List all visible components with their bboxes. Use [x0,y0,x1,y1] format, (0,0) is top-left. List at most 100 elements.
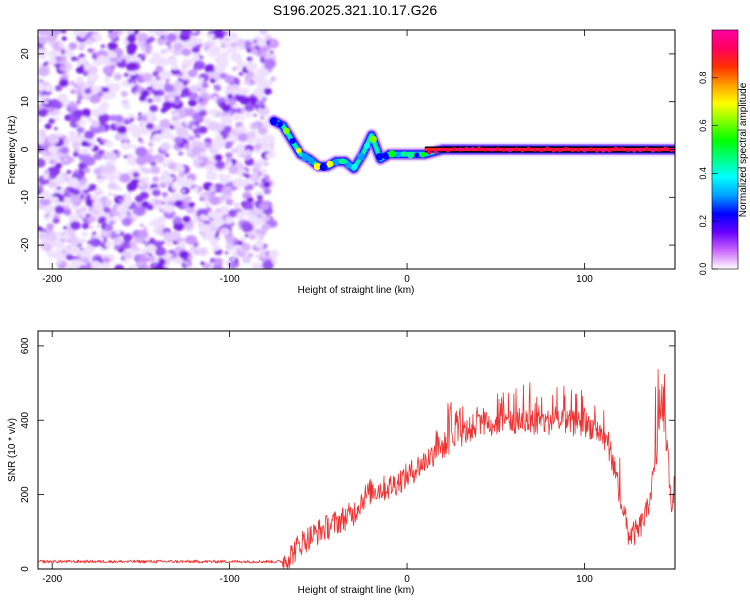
noise-speck [132,171,140,178]
noise-speck [78,214,83,219]
noise-speck [177,151,184,156]
noise-speck [78,57,88,65]
noise-speck [173,222,185,232]
trace-blob [551,148,556,153]
noise-speck [163,175,173,184]
trace-blob [345,161,352,169]
noise-speck [198,98,204,103]
noise-speck [94,187,103,194]
trace-blob [420,152,426,158]
noise-speck [100,230,108,237]
noise-speck [115,56,123,63]
noise-speck [54,205,65,214]
noise-speck [38,185,44,191]
noise-speck [160,142,171,151]
noise-speck [137,263,149,269]
noise-speck [263,134,276,145]
noise-speck [89,145,94,149]
trace-blob [539,148,544,153]
snr-x-tick-label: -200 [42,574,62,585]
trace-blob [483,147,488,152]
noise-speck [134,90,140,96]
noise-speck [241,255,251,264]
noise-speck [176,178,187,187]
noise-speck [127,153,133,158]
noise-speck [264,162,269,166]
noise-speck [81,222,90,230]
noise-speck [214,154,223,162]
noise-speck [160,48,167,55]
noise-speck [227,160,233,165]
noise-speck [231,135,240,143]
noise-speck [188,93,197,100]
noise-speck [161,240,165,244]
noise-speck [102,87,110,93]
spectrogram-y-tick-label: 0 [20,146,31,152]
noise-speck [123,138,128,142]
noise-speck [249,96,259,104]
noise-speck [72,189,81,196]
noise-speck [105,160,111,165]
noise-speck [120,256,125,261]
noise-speck [104,77,110,82]
noise-speck [237,244,242,249]
noise-speck [261,178,266,182]
noise-speck [38,107,49,117]
spectrogram-x-axis-label: Height of straight line (km) [298,285,415,296]
noise-speck [263,87,272,95]
trace-blob [663,146,668,151]
trace-blob [657,147,662,152]
noise-speck [238,46,244,51]
noise-speck [137,112,142,116]
colorbar-gradient [712,30,738,269]
noise-speck [56,186,61,190]
trace-blob [613,146,618,151]
noise-speck [225,152,233,159]
noise-speck [89,225,94,230]
noise-speck [187,69,198,78]
noise-speck [243,179,251,185]
trace-blob [514,147,519,152]
noise-speck [260,115,265,120]
trace-blob [464,147,469,152]
noise-speck [145,254,150,258]
noise-speck [113,194,117,198]
noise-speck [38,81,44,90]
noise-speck [270,76,277,82]
noise-speck [214,84,222,91]
noise-speck [258,236,264,241]
noise-speck [49,196,59,205]
noise-speck [222,229,227,233]
noise-speck [240,236,247,242]
noise-speck [43,174,50,180]
noise-speck [161,191,168,198]
noise-speck [254,253,261,259]
trace-blob [619,147,624,152]
noise-speck [89,238,101,248]
noise-speck [48,118,55,124]
noise-speck [116,170,121,174]
noise-speck [225,85,233,91]
noise-speck [148,36,155,43]
trace-blob [489,147,494,152]
noise-speck [145,187,152,193]
snr-y-tick-label: 400 [20,411,31,428]
trace-blob [339,158,346,165]
trace-blob [632,148,637,153]
noise-speck [159,91,165,96]
noise-speck [216,54,228,64]
noise-speck [84,88,92,95]
noise-speck [108,31,119,40]
noise-speck [135,263,140,267]
noise-speck [105,212,110,216]
trace-blob [501,147,506,152]
noise-speck [234,206,239,211]
noise-speck [148,142,154,148]
noise-speck [170,67,180,75]
noise-speck [214,132,219,136]
trace-blob [545,146,550,151]
noise-speck [191,46,200,54]
trace-blob [445,148,450,153]
noise-speck [192,186,199,192]
